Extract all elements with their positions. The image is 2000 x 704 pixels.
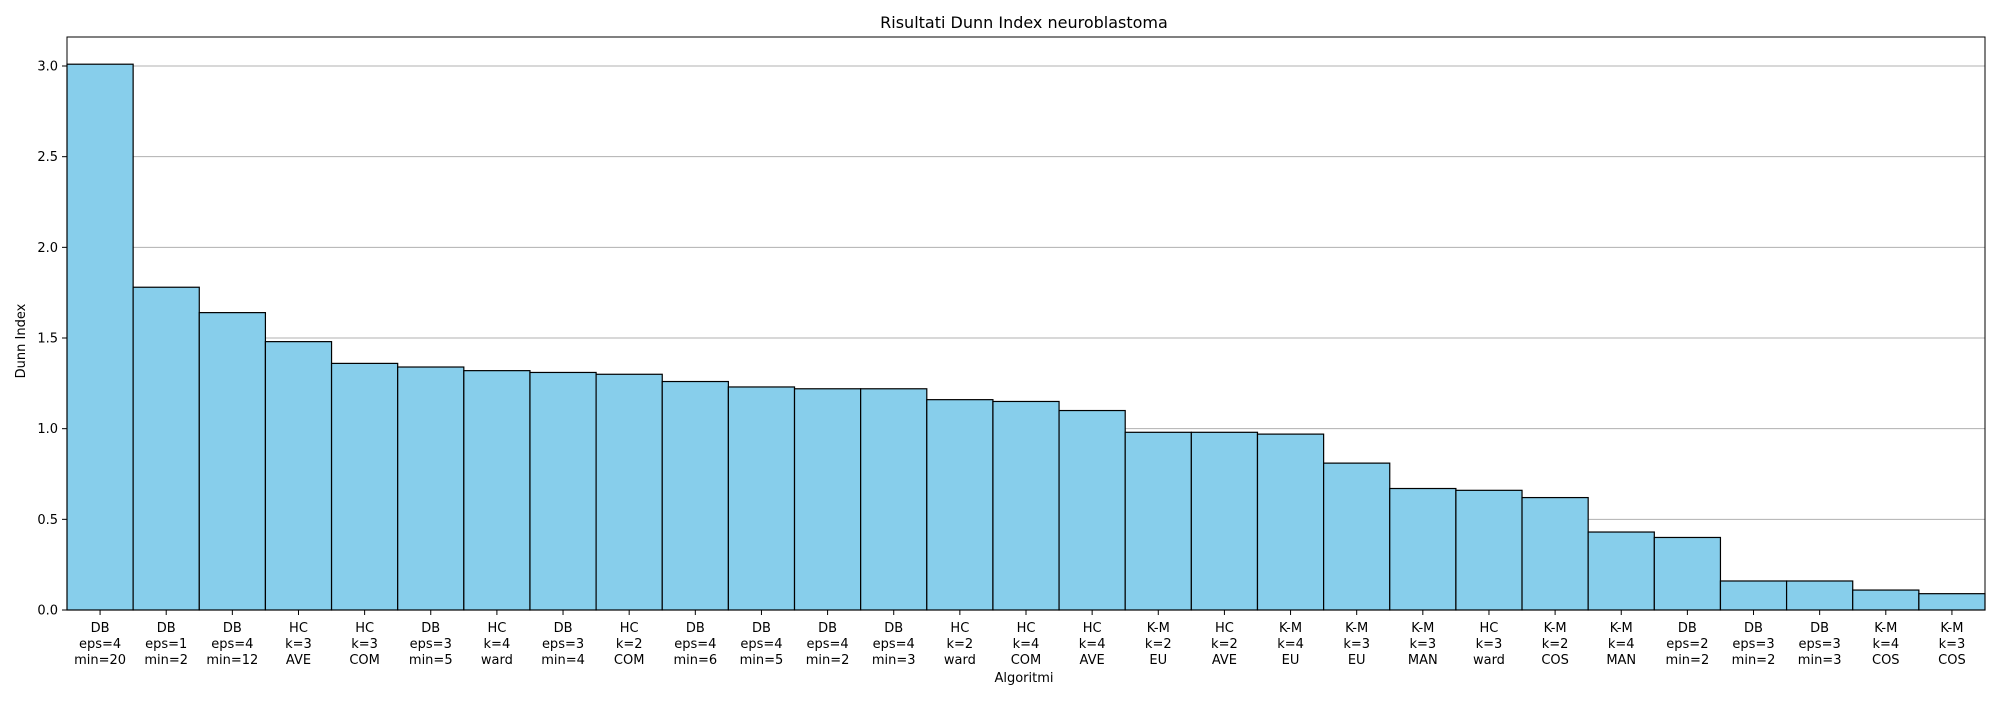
y-tick-label: 2.0 [37,241,58,256]
x-tick-label: DB eps=3 min=5 [409,621,453,668]
bar [397,366,465,611]
x-tick-label: HC k=4 COM [1011,621,1042,668]
y-tick-label: 1.0 [37,422,58,437]
bar [198,312,267,611]
bar [793,388,862,611]
x-tick-label: HC k=2 ward [944,621,976,668]
x-axis-label: Algoritmi [994,671,1053,686]
x-tick-label: K-M k=2 EU [1145,621,1172,668]
bar [330,362,399,611]
bar [1852,589,1920,611]
x-tick-label: HC k=4 ward [481,621,513,668]
y-tick-label: 2.5 [37,150,58,165]
x-tick-label: K-M k=3 EU [1343,621,1370,668]
x-tick-label: DB eps=4 min=3 [872,621,916,668]
bar [595,373,663,611]
x-tick-label: DB eps=4 min=20 [74,621,126,668]
x-tick-label: DB eps=1 min=2 [144,621,188,668]
y-tick-label: 0.0 [37,604,58,619]
bar [1653,536,1722,611]
bar [1058,409,1126,611]
x-tick-label: HC k=2 COM [614,621,645,668]
x-tick-label: DB eps=2 min=2 [1666,621,1710,668]
bar [1719,580,1788,611]
y-tick-label: 0.5 [37,513,58,528]
y-axis-label: Dunn Index [14,303,29,378]
x-tick-label: DB eps=4 min=5 [740,621,784,668]
bar [1521,496,1589,611]
bar [727,386,796,611]
bar [1323,462,1391,611]
bar [1455,489,1523,611]
x-tick-label: HC k=3 COM [349,621,380,668]
x-tick-label: DB eps=4 min=6 [673,621,717,668]
x-tick-label: DB eps=3 min=3 [1798,621,1842,668]
bar [1918,593,1986,611]
x-tick-label: DB eps=4 min=2 [806,621,850,668]
bar [926,399,994,611]
bar [463,370,531,611]
plot-frame [66,36,1986,611]
x-tick-label: DB eps=3 min=4 [541,621,585,668]
x-tick-label: K-M k=4 EU [1277,621,1304,668]
x-tick-label: HC k=2 AVE [1211,621,1238,668]
x-tick-label: K-M k=2 COS [1541,621,1569,668]
bar [860,388,928,611]
bar [1256,433,1325,611]
bar [264,341,333,611]
bar [132,286,200,611]
bar [1190,431,1259,611]
x-tick-label: K-M k=3 COS [1938,621,1966,668]
bar [529,371,597,611]
x-tick-label: HC k=3 AVE [285,621,312,668]
bar [1389,487,1457,611]
y-axis-ticks: 0.0 0.5 1.0 1.5 2.0 2.5 3.0 [37,60,67,619]
y-tick-label: 1.5 [37,332,58,347]
x-tick-label: HC k=3 ward [1473,621,1505,668]
x-tick-label: DB eps=3 min=2 [1732,621,1776,668]
bar [661,380,729,611]
chart-title: Risultati Dunn Index neuroblastoma [880,13,1168,32]
bar [66,63,134,611]
x-tick-label: DB eps=4 min=12 [206,621,258,668]
x-tick-label: HC k=4 AVE [1079,621,1106,668]
x-axis-ticks: DB eps=4 min=20 DB eps=1 min=2 DB eps=4 min=12 HC… [74,610,1966,668]
bar [1785,580,1854,611]
x-tick-label: K-M k=3 MAN [1408,621,1438,668]
y-tick-label: 3.0 [37,60,58,75]
x-tick-label: K-M k=4 MAN [1606,621,1636,668]
bar [1124,431,1192,611]
bars [66,63,1986,611]
bar [1587,531,1655,611]
bar [992,400,1060,611]
x-tick-label: K-M k=4 COS [1872,621,1900,668]
